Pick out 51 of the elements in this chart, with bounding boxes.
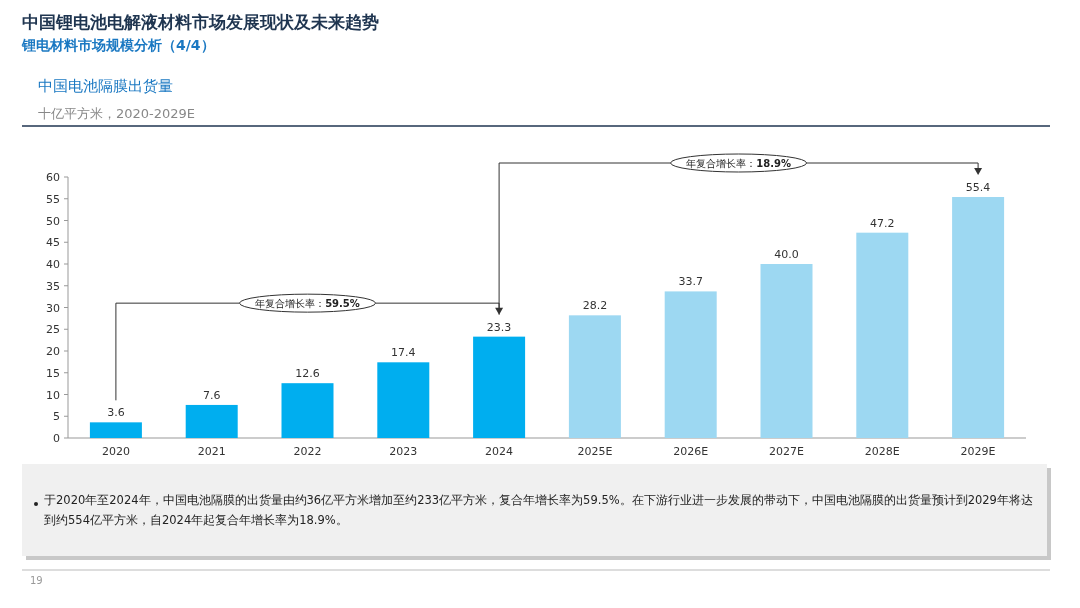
x-tick-label: 2024 xyxy=(485,445,514,458)
x-tick-label: 2027E xyxy=(769,445,805,458)
bar xyxy=(856,232,909,438)
y-tick-label: 0 xyxy=(53,432,60,445)
y-tick-label: 50 xyxy=(46,214,60,228)
bar xyxy=(568,315,621,438)
bar xyxy=(664,291,717,438)
x-tick-label: 2021 xyxy=(197,445,226,458)
y-axis-title: 十亿平方米，2020-2029E xyxy=(38,106,196,121)
data-label: 7.6 xyxy=(202,388,221,402)
data-label: 28.2 xyxy=(582,299,608,313)
x-tick-label: 2028E xyxy=(864,445,900,458)
y-tick-label: 55 xyxy=(46,192,60,206)
data-label: 12.6 xyxy=(295,367,320,381)
text: 19 xyxy=(30,575,43,586)
y-tick-label: 40 xyxy=(46,258,60,271)
bar xyxy=(281,383,334,438)
bar xyxy=(377,362,430,438)
y-tick-label: 60 xyxy=(46,171,60,184)
data-label: 55.4 xyxy=(965,181,991,195)
y-tick-label: 30 xyxy=(46,301,60,315)
text: 锂电材料市场规模分析（4/4） xyxy=(21,37,215,53)
y-tick-label: 10 xyxy=(46,388,60,402)
x-tick-label: 2025E xyxy=(577,445,613,458)
x-tick-label: 2026E xyxy=(673,445,709,458)
data-label: 47.2 xyxy=(870,216,895,230)
y-tick-label: 35 xyxy=(46,279,60,293)
chart-title: 中国电池隔膜出货量 xyxy=(38,77,173,95)
data-label: 17.4 xyxy=(391,346,416,360)
bar xyxy=(760,264,813,438)
annotation: 年复合增长率：59.5% xyxy=(255,298,360,310)
x-tick-label: 2020 xyxy=(101,445,130,458)
y-tick-label: 25 xyxy=(46,323,60,337)
bar xyxy=(473,336,526,438)
y-tick-label: 20 xyxy=(46,345,60,358)
data-label: 33.7 xyxy=(678,275,703,289)
bar xyxy=(185,404,238,438)
x-tick-label: 2023 xyxy=(389,445,418,458)
y-tick-label: 15 xyxy=(46,366,60,380)
y-tick-label: 5 xyxy=(53,410,60,424)
text: 于2020年至2024年，中国电池隔膜的出货量由约36亿平方米增加至约233亿平方米，复合年增长率为59.5%。在下游行业进一步发展的带动下，中国电池隔膜的出货量预计到2029年将达到约554亿平方米，自2024年起复合年增长率为18.9%。 xyxy=(44,493,1033,527)
y-tick-label: 45 xyxy=(46,236,60,250)
x-tick-label: 2022 xyxy=(293,445,322,458)
bar xyxy=(89,422,142,438)
data-label: 40.0 xyxy=(774,248,799,261)
text: 中国锂电池电解液材料市场发展现状及未来趋势 xyxy=(22,12,379,32)
text: 年复合增长率：18.9% xyxy=(686,158,791,169)
x-tick-label: 2029E xyxy=(960,445,996,458)
data-label: 3.6 xyxy=(107,406,125,420)
data-label: 23.3 xyxy=(486,320,512,334)
bar xyxy=(952,197,1005,438)
